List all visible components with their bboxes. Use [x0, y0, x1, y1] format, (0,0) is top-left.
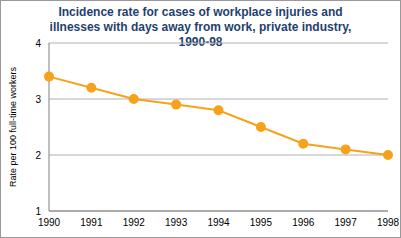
html-text:Incidence rate for cases of wo: Incidence rate for cases of workplace in… [49, 5, 352, 49]
svg-text:1990: 1990 [38, 217, 61, 228]
svg-text:3: 3 [35, 94, 41, 105]
svg-text:1995: 1995 [250, 217, 273, 228]
svg-text:1994: 1994 [207, 217, 230, 228]
svg-text:1: 1 [35, 206, 41, 217]
svg-text:1997: 1997 [335, 217, 358, 228]
svg-text:1993: 1993 [165, 217, 188, 228]
svg-text:2: 2 [35, 150, 41, 161]
svg-text:Rate per 100 full-time workers: Rate per 100 full-time workers [8, 66, 18, 187]
svg-text:1998: 1998 [377, 217, 393, 228]
svg-text:1996: 1996 [292, 217, 315, 228]
svg-text:1992: 1992 [123, 217, 146, 228]
svg-text:4: 4 [35, 38, 41, 49]
svg-text:1991: 1991 [80, 217, 103, 228]
